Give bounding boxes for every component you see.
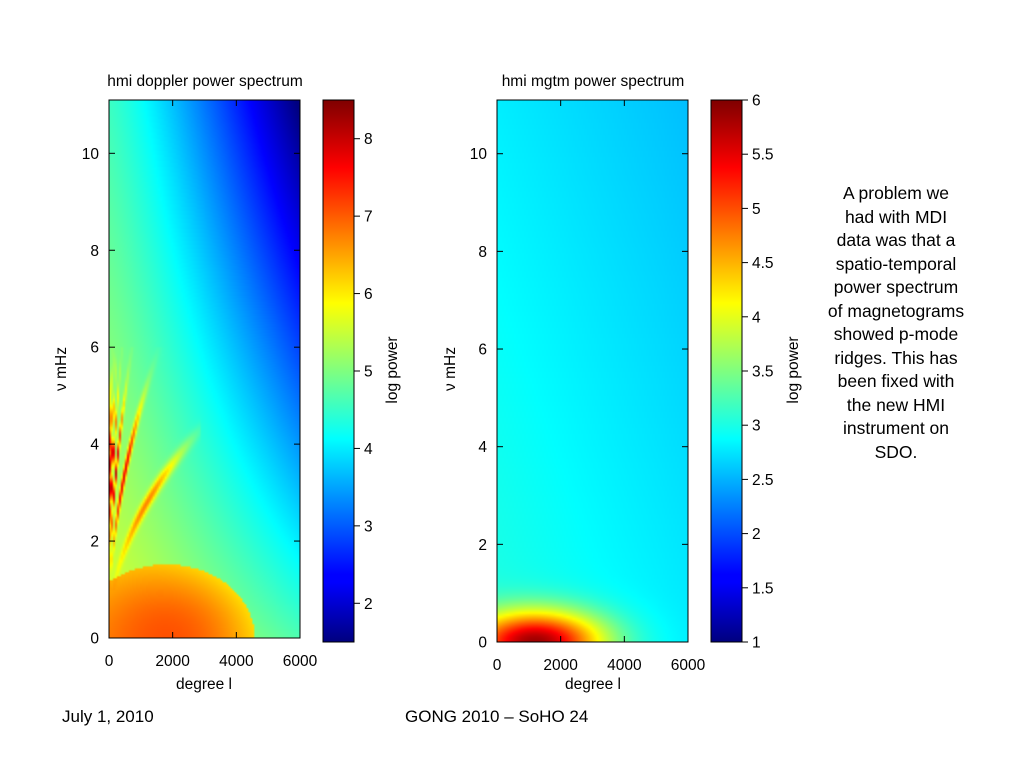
y-tick-label: 0 (478, 635, 487, 652)
x-tick-label: 0 (493, 657, 502, 674)
magnetogram-chart: hmi mgtm power spectrum 0 2000 4000 6000 0 2… (442, 73, 802, 693)
x-tick-label: 4000 (219, 653, 254, 670)
x-axis-ticks: 0 2000 4000 6000 (105, 100, 318, 670)
colorbar-gradient (710, 99, 743, 643)
colorbar-tick-label: 5 (752, 201, 761, 218)
y-axis-label: ν mHz (442, 347, 459, 391)
y-tick-label: 10 (82, 146, 100, 163)
x-tick-label: 6000 (671, 657, 706, 674)
colorbar-tick-label: 3 (364, 518, 373, 535)
x-tick-label: 6000 (283, 653, 318, 670)
colorbar-tick-label: 2 (752, 526, 761, 543)
y-axis-ticks: 0 2 4 6 8 10 (470, 146, 688, 652)
colorbar-tick-label: 5.5 (752, 147, 774, 164)
colorbar-tick-label: 8 (364, 131, 373, 148)
y-axis-label: ν mHz (53, 347, 70, 391)
x-tick-label: 2000 (543, 657, 578, 674)
plot-frame (496, 99, 689, 643)
colorbar-label: log power (785, 336, 802, 403)
colorbar-tick-label: 1.5 (752, 580, 774, 597)
chart-title: hmi mgtm power spectrum (502, 73, 685, 90)
heatmap (109, 100, 300, 638)
y-tick-label: 8 (478, 244, 487, 261)
x-tick-label: 2000 (155, 653, 190, 670)
y-axis-ticks: 0 2 4 6 8 10 (82, 146, 300, 648)
colorbar-tick-label: 2.5 (752, 472, 774, 489)
y-tick-label: 10 (470, 146, 488, 163)
x-axis-label: degree l (176, 676, 232, 693)
y-tick-label: 6 (90, 340, 99, 357)
heatmap-image (497, 100, 688, 642)
colorbar-tick-label: 3.5 (752, 364, 774, 381)
colorbar: 1 1.5 2 2.5 3 3.5 4 4.5 5 5.5 6 log power (710, 93, 802, 652)
x-axis-ticks: 0 2000 4000 6000 (493, 100, 706, 674)
y-tick-label: 8 (90, 243, 99, 260)
doppler-chart: hmi doppler power spectrum 0 2000 4000 6000… (53, 73, 401, 693)
colorbar-tick-label: 3 (752, 418, 761, 435)
explanation-note: A problem we had with MDI data was that … (827, 183, 965, 462)
colorbar-tick-label: 4.5 (752, 255, 774, 272)
colorbar: 2 3 4 5 6 7 8 log power (322, 99, 401, 643)
colorbar-tick-label: 1 (752, 635, 761, 652)
colorbar-tick-label: 7 (364, 209, 373, 226)
footer-event: GONG 2010 – SoHO 24 (405, 707, 589, 726)
colorbar-tick-label: 4 (364, 441, 373, 458)
y-tick-label: 2 (90, 534, 99, 551)
colorbar-tick-label: 4 (752, 309, 761, 326)
heatmap (497, 100, 688, 642)
colorbar-tick-label: 6 (364, 286, 373, 303)
heatmap-image (109, 100, 300, 638)
chart-title: hmi doppler power spectrum (107, 73, 303, 90)
colorbar-ticks: 2 3 4 5 6 7 8 (354, 131, 373, 613)
colorbar-tick-label: 5 (364, 364, 373, 381)
plot-frame (108, 99, 301, 639)
y-tick-label: 2 (478, 537, 487, 554)
x-axis-label: degree l (565, 676, 621, 693)
y-tick-label: 4 (90, 437, 99, 454)
footer-date: July 1, 2010 (62, 707, 154, 726)
colorbar-gradient (322, 99, 355, 643)
y-tick-label: 4 (478, 439, 487, 456)
y-tick-label: 0 (90, 631, 99, 648)
colorbar-ticks: 1 1.5 2 2.5 3 3.5 4 4.5 5 5.5 6 (742, 93, 774, 652)
colorbar-tick-label: 6 (752, 93, 761, 110)
colorbar-label: log power (384, 336, 401, 403)
y-tick-label: 6 (478, 342, 487, 359)
x-tick-label: 0 (105, 653, 114, 670)
x-tick-label: 4000 (607, 657, 642, 674)
colorbar-tick-label: 2 (364, 596, 373, 613)
